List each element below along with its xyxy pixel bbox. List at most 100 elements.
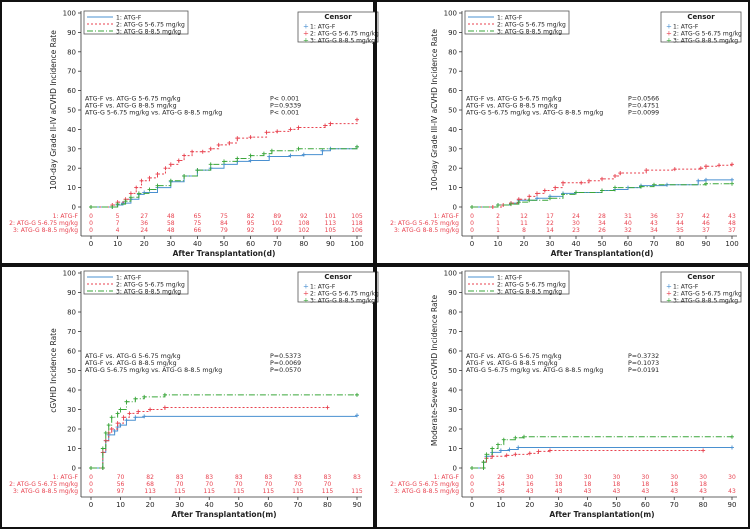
censor-mark bbox=[652, 182, 656, 187]
y-tick-label: 40 bbox=[448, 126, 457, 134]
y-tick-label: 100 bbox=[444, 270, 457, 278]
censor-mark bbox=[148, 407, 153, 412]
censor-mark bbox=[548, 196, 552, 201]
y-tick-label: 80 bbox=[448, 48, 457, 56]
y-tick-label: 30 bbox=[67, 145, 76, 153]
censor-mark bbox=[481, 460, 486, 465]
censor-mark bbox=[147, 187, 152, 192]
censor-mark bbox=[704, 164, 708, 169]
y-tick-label: 10 bbox=[448, 184, 457, 192]
risk-value: 83 bbox=[353, 474, 361, 481]
legend-label: 3: ATG-G 8-8.5 mg/kg bbox=[497, 28, 562, 35]
censor-plus-icon: + bbox=[666, 282, 672, 290]
risk-value: 92 bbox=[300, 213, 308, 220]
comparison-label: ATG-G 5-6.75 mg/kg vs. ATG-G 8-8.5 mg/kg bbox=[466, 109, 603, 116]
censor-mark bbox=[288, 153, 293, 158]
censor-mark bbox=[704, 177, 708, 182]
y-axis-label: Moderate-Severe cGVHD Incidence Rate bbox=[430, 295, 439, 447]
risk-value: 82 bbox=[247, 213, 255, 220]
risk-value: 30 bbox=[642, 474, 650, 481]
risk-value: 106 bbox=[351, 227, 363, 234]
censor-mark bbox=[325, 405, 330, 410]
risk-value: 70 bbox=[205, 481, 213, 488]
y-tick-label: 20 bbox=[448, 165, 457, 173]
censor-mark bbox=[100, 466, 105, 470]
risk-value: 43 bbox=[650, 220, 658, 227]
y-tick-label: 0 bbox=[453, 204, 457, 212]
censor-mark bbox=[182, 153, 187, 158]
comparison-label: ATG-F vs. ATG-G 5-6.75 mg/kg bbox=[466, 95, 562, 102]
censor-mark bbox=[147, 175, 152, 180]
risk-value: 113 bbox=[144, 488, 156, 495]
legend-label: 2: ATG-G 5-6.75 mg/kg bbox=[116, 281, 185, 288]
censor-mark bbox=[587, 178, 591, 183]
risk-value: 70 bbox=[117, 474, 125, 481]
risk-value: 0 bbox=[89, 213, 93, 220]
risk-value: 105 bbox=[325, 227, 337, 234]
risk-row-label: 2: ATG-G 5-6.75 mg/kg bbox=[390, 481, 459, 488]
risk-value: 48 bbox=[167, 213, 175, 220]
risk-value: 23 bbox=[572, 227, 580, 234]
risk-value: 92 bbox=[247, 227, 255, 234]
y-tick-label: 90 bbox=[67, 289, 76, 297]
risk-value: 27 bbox=[140, 213, 148, 220]
censor-legend-title: Censor bbox=[687, 273, 715, 281]
risk-value: 82 bbox=[146, 474, 154, 481]
y-tick-label: 20 bbox=[67, 426, 76, 434]
censor-legend-label: 1: ATG-F bbox=[673, 23, 699, 30]
censor-legend-box bbox=[660, 271, 742, 303]
censor-mark bbox=[730, 181, 734, 186]
x-tick-label: 100 bbox=[725, 240, 738, 248]
censor-mark bbox=[222, 159, 226, 164]
y-tick-label: 30 bbox=[448, 145, 457, 153]
comparison-label: ATG-G 5-6.75 mg/kg vs. ATG-G 8-8.5 mg/kg bbox=[85, 109, 222, 116]
y-tick-label: 100 bbox=[63, 10, 76, 18]
y-axis-label: 100-day Grade II-IV aCVHD Incidence Rate bbox=[49, 30, 58, 190]
censor-mark bbox=[121, 415, 126, 420]
censor-plus-icon: + bbox=[303, 22, 309, 30]
risk-value: 0 bbox=[89, 488, 93, 495]
censor-legend: Censor + 1: ATG-F+ 2: ATG-G 5-6.75 mg/kg+ 3:… bbox=[660, 11, 742, 44]
risk-value: 43 bbox=[699, 488, 707, 495]
y-tick-label: 50 bbox=[448, 367, 457, 375]
censor-mark bbox=[498, 448, 503, 453]
risk-value: 68 bbox=[146, 481, 154, 488]
censor-mark bbox=[522, 434, 526, 439]
censor-mark bbox=[574, 190, 578, 195]
censor-legend-box bbox=[660, 11, 742, 43]
risk-value: 0 bbox=[89, 227, 93, 234]
censor-legend-box bbox=[297, 11, 379, 43]
censor-mark bbox=[704, 181, 708, 186]
risk-value: 37 bbox=[728, 227, 736, 234]
risk-value: 0 bbox=[470, 481, 474, 488]
censor-mark bbox=[139, 178, 144, 183]
censor-mark bbox=[168, 162, 173, 167]
censor-mark bbox=[124, 418, 129, 423]
censor-mark bbox=[133, 415, 138, 420]
risk-row-label: 1: ATG-F bbox=[53, 474, 79, 481]
censor-mark bbox=[504, 453, 509, 458]
censor-mark bbox=[561, 192, 565, 197]
y-tick-label: 80 bbox=[67, 309, 76, 317]
y-axis-label: cGVHD Incidence Rate bbox=[49, 328, 58, 413]
legend-label: 1: ATG-F bbox=[116, 274, 142, 281]
risk-value: 83 bbox=[235, 474, 243, 481]
risk-row-label: 1: ATG-F bbox=[53, 213, 79, 220]
risk-row-label: 1: ATG-F bbox=[434, 213, 460, 220]
risk-value: 4 bbox=[116, 227, 120, 234]
censor-plus-icon: + bbox=[666, 36, 672, 44]
p-value: P=0.0566 bbox=[628, 95, 659, 102]
x-tick-label: 70 bbox=[273, 240, 282, 248]
comparison-label: ATG-F vs. ATG-G 5-6.75 mg/kg bbox=[85, 95, 181, 102]
x-tick-label: 30 bbox=[175, 501, 184, 509]
censor-plus-icon: + bbox=[666, 289, 672, 297]
censor-mark bbox=[106, 423, 111, 428]
censor-mark bbox=[195, 168, 200, 173]
censor-plus-icon: + bbox=[666, 22, 672, 30]
censor-legend-label: 3: ATG-G 8-8.5 mg/kg bbox=[673, 297, 738, 304]
y-axis-label: 100-day Grade III-IV aCVHD Incidence Rat… bbox=[430, 29, 439, 191]
risk-value: 18 bbox=[613, 481, 621, 488]
x-tick-label: 30 bbox=[546, 240, 555, 248]
censor-legend-title: Censor bbox=[324, 13, 352, 21]
